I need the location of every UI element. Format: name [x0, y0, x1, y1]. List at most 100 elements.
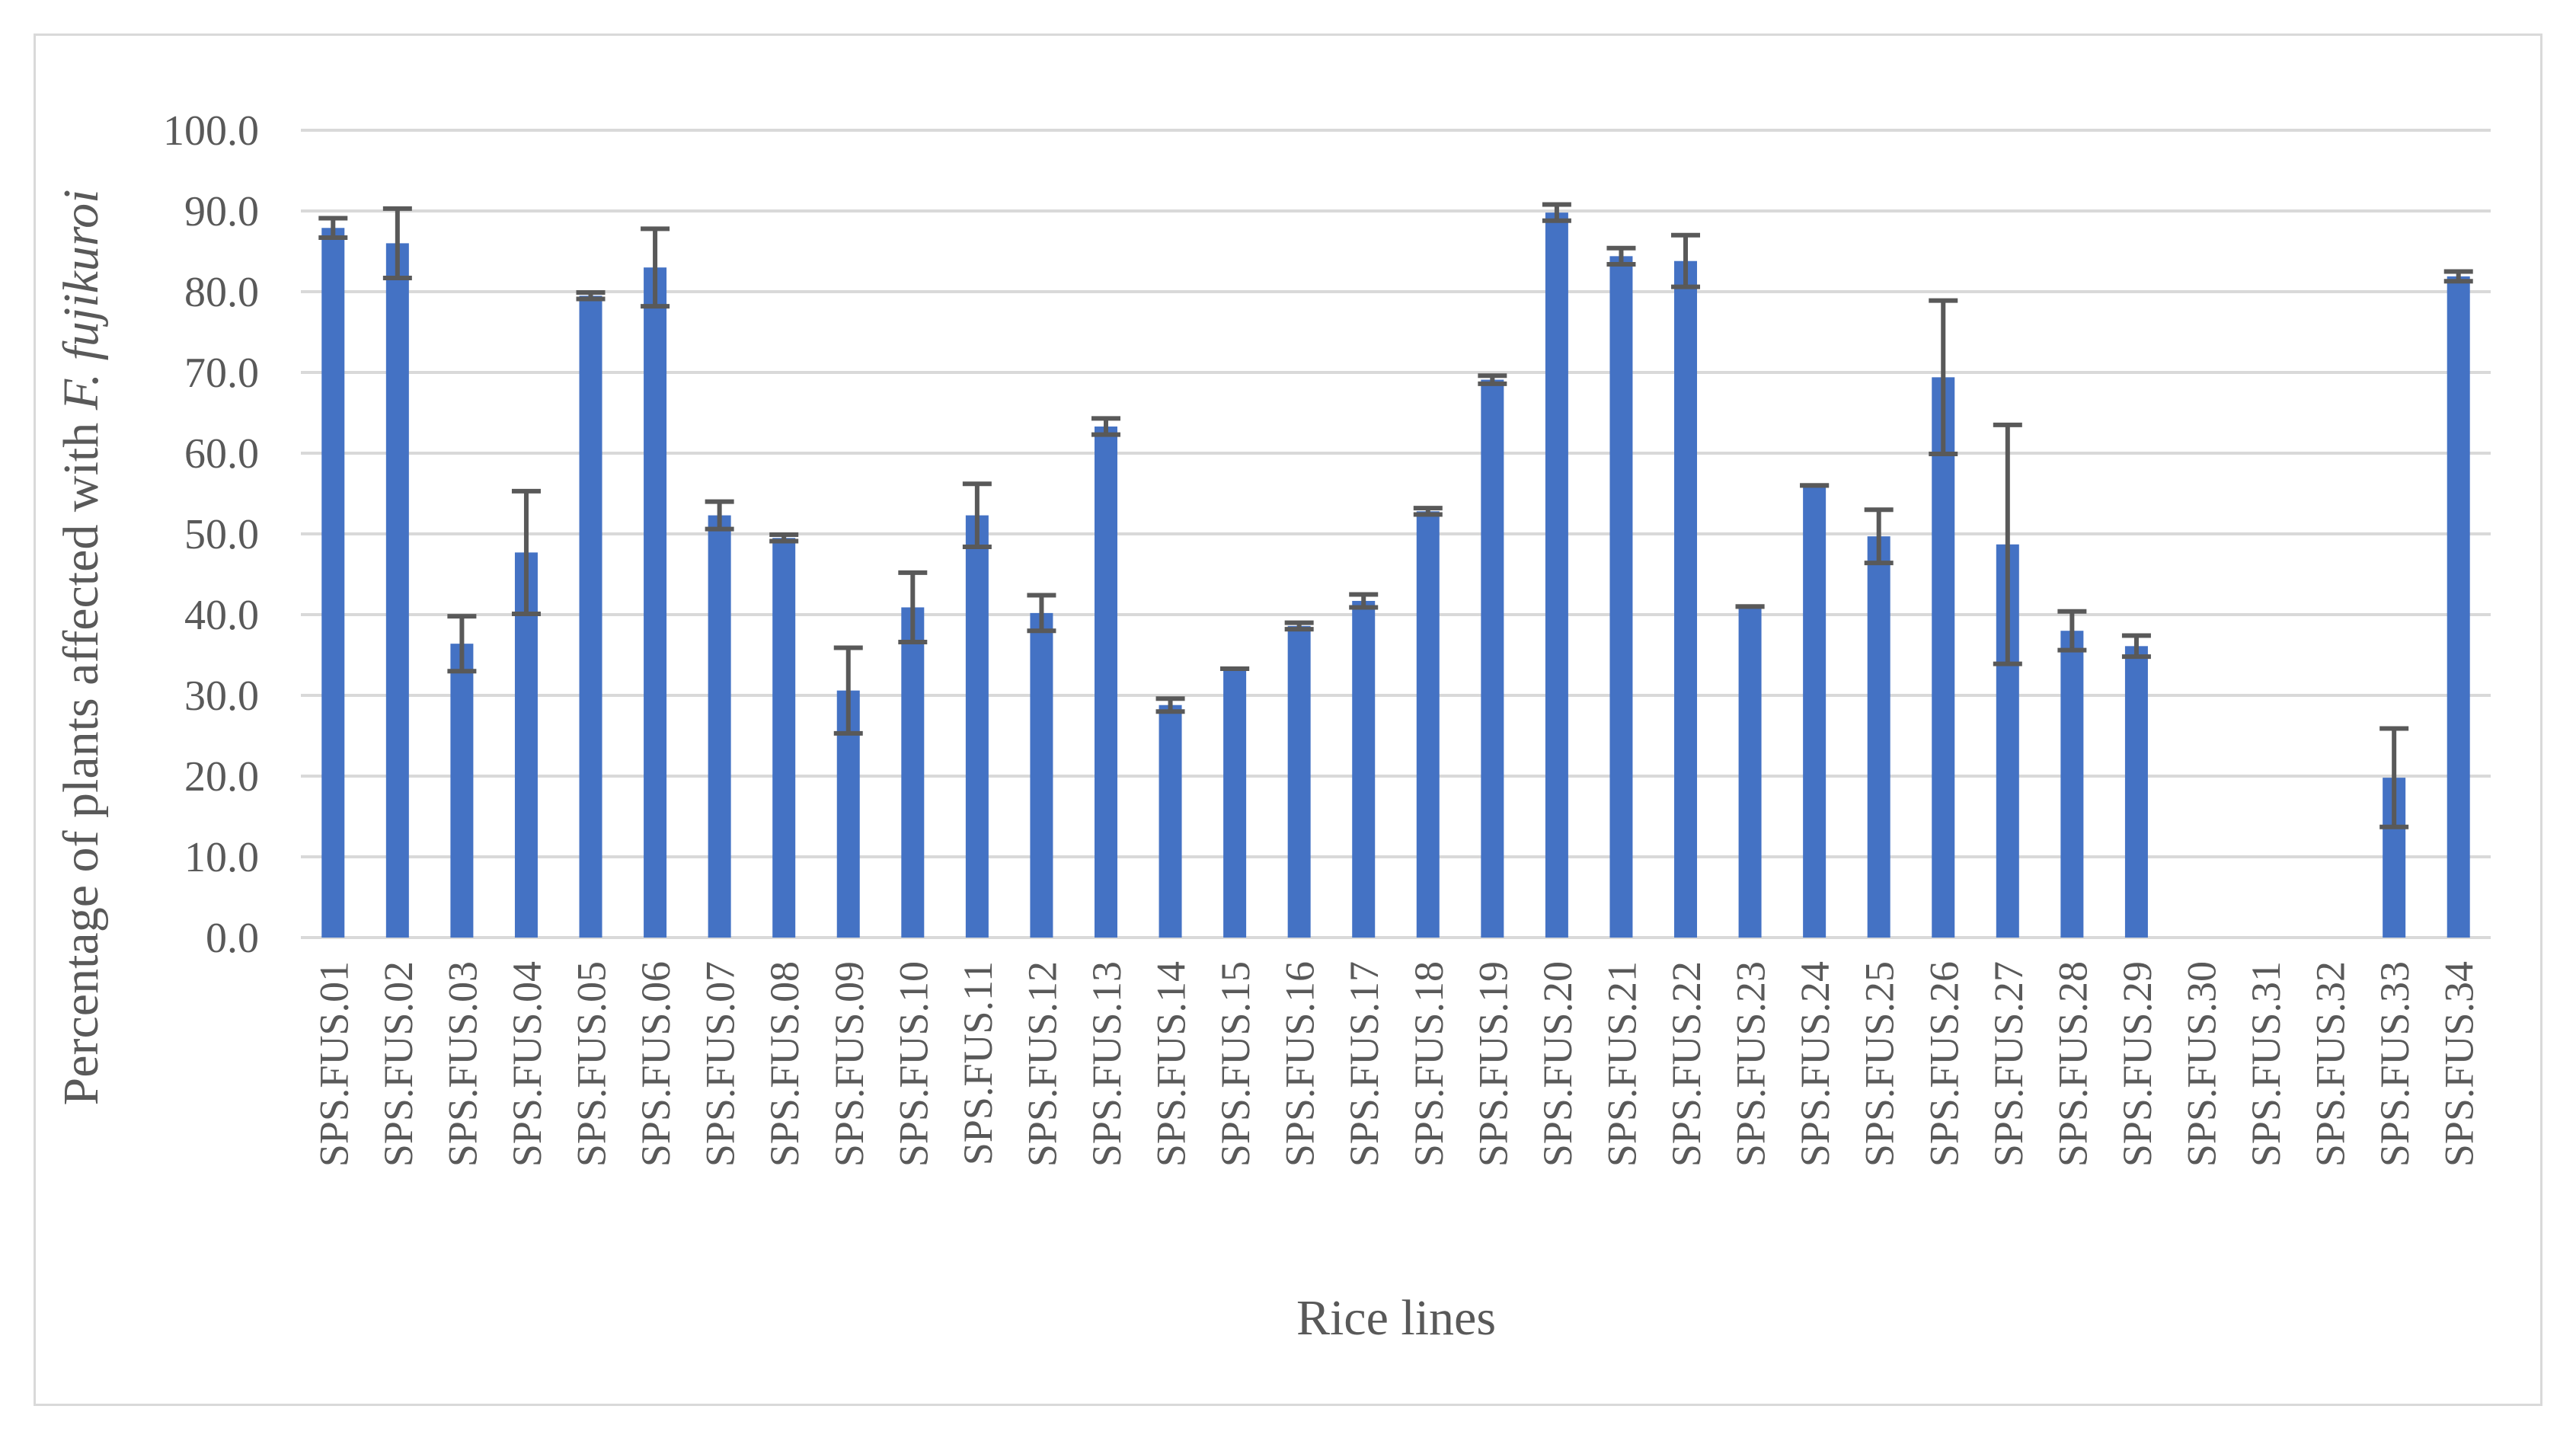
- error-bar-SPS.FUS.04: [511, 488, 541, 616]
- bar-SPS.FUS.15: [1223, 669, 1247, 938]
- error-bar-SPS.FUS.14: [1155, 696, 1185, 714]
- y-tick-label: 0.0: [206, 915, 259, 962]
- error-bar-SPS.FUS.21: [1606, 245, 1636, 267]
- y-tick-label: 70.0: [184, 350, 259, 397]
- y-tick-label: 60.0: [184, 430, 259, 478]
- x-tick-label-SPS.FUS.05: SPS.FUS.05: [569, 961, 615, 1167]
- error-bars: [318, 202, 2473, 829]
- error-bar-SPS.FUS.26: [1929, 298, 1958, 457]
- bar-SPS.FUS.11: [965, 515, 989, 938]
- error-bar-SPS.FUS.05: [576, 290, 606, 302]
- y-tick-label: 80.0: [184, 269, 259, 316]
- x-tick-label-SPS.FUS.12: SPS.FUS.12: [1019, 961, 1065, 1167]
- bar-SPS.FUS.02: [385, 243, 409, 938]
- x-tick-label-SPS.FUS.14: SPS.FUS.14: [1149, 961, 1194, 1167]
- x-tick-label-SPS.FUS.06: SPS.FUS.06: [633, 961, 679, 1167]
- error-bar-SPS.FUS.17: [1349, 592, 1379, 610]
- bar-SPS.FUS.06: [644, 267, 667, 938]
- error-bar-SPS.FUS.13: [1091, 416, 1120, 437]
- bar-SPS.FUS.25: [1867, 536, 1890, 938]
- error-bar-SPS.FUS.06: [641, 226, 670, 309]
- error-bar-SPS.FUS.19: [1478, 373, 1507, 386]
- error-bar-SPS.FUS.18: [1413, 506, 1443, 517]
- x-tick-label-SPS.FUS.10: SPS.FUS.10: [890, 961, 936, 1167]
- bar-SPS.FUS.10: [901, 607, 925, 938]
- y-axis-title-text: Percentage of plants affected with: [53, 410, 109, 1105]
- x-tick-label-SPS.FUS.34: SPS.FUS.34: [2437, 961, 2482, 1167]
- gridlines: [301, 129, 2491, 939]
- bar-SPS.FUS.21: [1609, 256, 1633, 938]
- x-tick-label-SPS.FUS.01: SPS.FUS.01: [311, 961, 356, 1167]
- bar-SPS.FUS.13: [1094, 427, 1117, 938]
- x-tick-label-SPS.FUS.07: SPS.FUS.07: [698, 961, 743, 1167]
- x-tick-label-SPS.FUS.16: SPS.FUS.16: [1277, 961, 1323, 1167]
- x-tick-label-SPS.FUS.03: SPS.FUS.03: [439, 961, 485, 1167]
- x-tick-label-SPS.FUS.18: SPS.FUS.18: [1406, 961, 1452, 1167]
- x-tick-labels: SPS.FUS.01 SPS.FUS.02 SPS.FUS.03 SPS.FUS.04…: [311, 961, 2482, 1167]
- y-axis-title-species: F. fujikuroi: [53, 190, 109, 411]
- error-bar-SPS.FUS.09: [833, 645, 863, 736]
- error-bar-SPS.FUS.27: [1993, 422, 2022, 666]
- error-bar-SPS.FUS.33: [2379, 726, 2409, 829]
- y-tick-label: 50.0: [184, 511, 259, 558]
- error-bar-SPS.FUS.12: [1027, 593, 1056, 634]
- x-tick-label-SPS.FUS.21: SPS.FUS.21: [1599, 961, 1644, 1167]
- bar-SPS.FUS.14: [1159, 705, 1182, 938]
- error-bar-SPS.FUS.01: [318, 216, 348, 240]
- bar-SPS.FUS.18: [1416, 511, 1440, 938]
- x-tick-label-SPS.FUS.29: SPS.FUS.29: [2114, 961, 2160, 1167]
- bar-SPS.FUS.01: [321, 228, 345, 938]
- x-tick-label-SPS.FUS.27: SPS.FUS.27: [1986, 961, 2031, 1167]
- y-tick-label: 100.0: [163, 107, 259, 155]
- x-tick-label-SPS.FUS.02: SPS.FUS.02: [376, 961, 421, 1167]
- x-tick-label-SPS.FUS.28: SPS.FUS.28: [2050, 961, 2095, 1167]
- x-tick-label-SPS.FUS.20: SPS.FUS.20: [1535, 961, 1580, 1167]
- bar-SPS.FUS.29: [2124, 646, 2148, 938]
- y-axis-title: Percentage of plants affected with F. fu…: [53, 190, 109, 1106]
- bar-SPS.FUS.08: [772, 538, 796, 938]
- bar-SPS.FUS.05: [579, 296, 602, 938]
- x-axis-title: Rice lines: [1296, 1290, 1496, 1346]
- bar-SPS.FUS.12: [1030, 612, 1053, 938]
- bar-SPS.FUS.07: [708, 515, 731, 938]
- y-tick-label: 40.0: [184, 592, 259, 639]
- error-bar-SPS.FUS.10: [898, 570, 928, 645]
- bar-SPS.FUS.26: [1932, 377, 1955, 938]
- x-tick-label-SPS.FUS.22: SPS.FUS.22: [1664, 961, 1709, 1167]
- error-bar-SPS.FUS.25: [1864, 507, 1894, 566]
- x-tick-label-SPS.FUS.31: SPS.FUS.31: [2243, 961, 2289, 1167]
- bar-SPS.FUS.03: [450, 644, 474, 938]
- y-tick-label: 20.0: [184, 753, 259, 800]
- error-bar-SPS.FUS.28: [2057, 609, 2087, 653]
- bar-SPS.FUS.04: [514, 552, 538, 938]
- error-bar-SPS.FUS.34: [2443, 269, 2473, 284]
- x-tick-label-SPS.FUS.33: SPS.FUS.33: [2372, 961, 2418, 1167]
- x-tick-label-SPS.FUS.17: SPS.FUS.17: [1341, 961, 1387, 1167]
- bar-SPS.FUS.34: [2447, 276, 2470, 938]
- x-tick-label-SPS.FUS.30: SPS.FUS.30: [2178, 961, 2224, 1167]
- y-tick-label: 10.0: [184, 834, 259, 881]
- x-tick-label-SPS.FUS.11: SPS.FUS.11: [955, 961, 1001, 1165]
- x-tick-label-SPS.FUS.24: SPS.FUS.24: [1792, 961, 1838, 1167]
- bar-SPS.FUS.22: [1674, 260, 1698, 938]
- y-tick-label: 90.0: [184, 188, 259, 235]
- error-bar-SPS.FUS.16: [1284, 620, 1314, 632]
- error-bar-SPS.FUS.07: [705, 499, 734, 532]
- y-tick-label: 30.0: [184, 673, 259, 720]
- x-tick-label-SPS.FUS.15: SPS.FUS.15: [1213, 961, 1258, 1167]
- error-bar-SPS.FUS.03: [447, 614, 477, 674]
- bar-SPS.FUS.23: [1738, 606, 1762, 938]
- bar-SPS.FUS.19: [1481, 379, 1504, 938]
- x-tick-label-SPS.FUS.13: SPS.FUS.13: [1084, 961, 1130, 1167]
- x-tick-label-SPS.FUS.32: SPS.FUS.32: [2308, 961, 2354, 1167]
- x-tick-label-SPS.FUS.19: SPS.FUS.19: [1470, 961, 1516, 1167]
- x-tick-label-SPS.FUS.25: SPS.FUS.25: [1857, 961, 1903, 1167]
- bar-SPS.FUS.20: [1545, 212, 1568, 938]
- x-tick-label-SPS.FUS.08: SPS.FUS.08: [762, 961, 807, 1167]
- x-tick-label-SPS.FUS.26: SPS.FUS.26: [1921, 961, 1967, 1167]
- bar-SPS.FUS.17: [1352, 600, 1376, 938]
- bars: [321, 212, 2470, 938]
- error-bar-SPS.FUS.20: [1542, 202, 1571, 223]
- x-tick-label-SPS.FUS.23: SPS.FUS.23: [1728, 961, 1774, 1167]
